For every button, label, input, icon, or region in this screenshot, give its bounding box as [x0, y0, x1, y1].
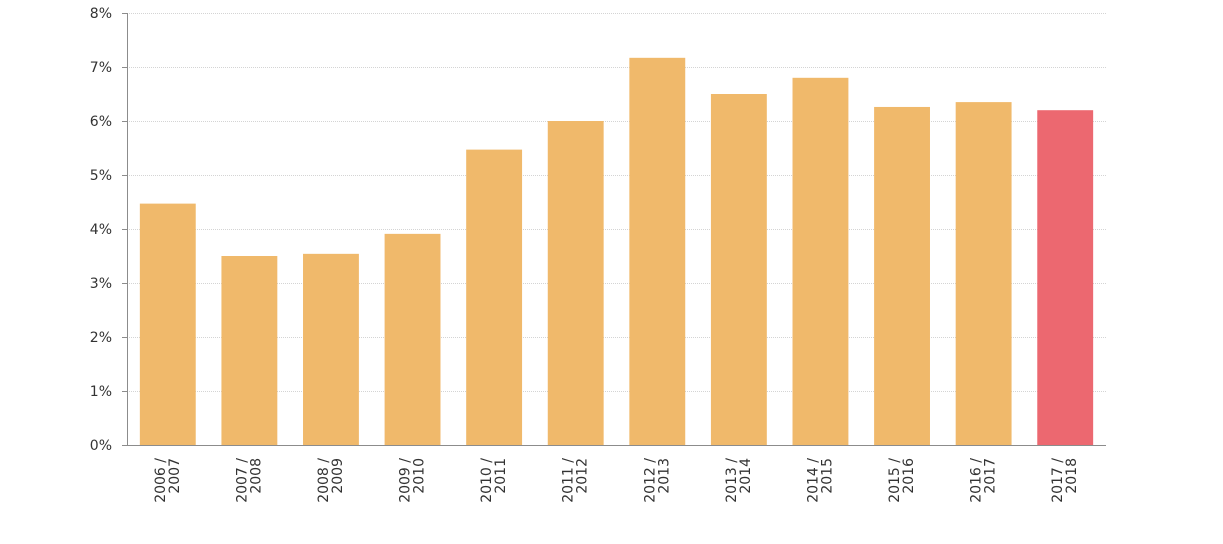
x-tick-label: 2015 /2016 [887, 458, 917, 503]
x-tick-label: 2016 /2017 [969, 458, 999, 503]
y-tick-label: 6% [90, 114, 112, 130]
bar [874, 106, 930, 446]
bar [221, 256, 278, 445]
bar [547, 121, 604, 445]
y-tick-label: 2% [90, 330, 112, 346]
x-tick-label: 2011 /2012 [561, 458, 591, 503]
x-tick-label: 2009 /2010 [398, 458, 428, 503]
x-tick-label: 2008 /2009 [316, 458, 346, 503]
bar [629, 57, 686, 445]
y-tick-label: 8% [90, 6, 112, 22]
x-tick-label: 2012 /2013 [642, 458, 672, 503]
y-axis-tick-labels: 0% 1% 2% 3% 4% 5% 6% 7% 8% [90, 6, 127, 454]
bar [384, 233, 441, 445]
x-tick-label: 2007 /2008 [234, 458, 264, 503]
bar [139, 203, 196, 445]
y-tick-label: 4% [90, 222, 112, 238]
x-tick-label: 2013 /2014 [724, 458, 754, 503]
bar [792, 77, 849, 446]
x-tick-label: 2017 /2018 [1050, 458, 1080, 503]
y-tick-label: 1% [90, 384, 112, 400]
x-tick-label: 2010 /2011 [479, 458, 509, 503]
y-tick-label: 3% [90, 276, 112, 292]
bars [139, 57, 1094, 446]
bar [466, 149, 523, 445]
x-axis-tick-labels: 2006 /2007 2007 /2008 2008 /2009 2009 /2010… [153, 458, 1080, 503]
y-tick-label: 7% [90, 60, 112, 76]
x-tick-label: 2014 /2015 [805, 458, 835, 503]
y-tick-label: 0% [90, 438, 112, 454]
bar [1037, 110, 1094, 445]
x-tick-label: 2006 /2007 [153, 458, 183, 503]
bar [955, 102, 1012, 445]
y-tick-label: 5% [90, 168, 112, 184]
bar [303, 253, 359, 445]
bar [710, 94, 767, 445]
